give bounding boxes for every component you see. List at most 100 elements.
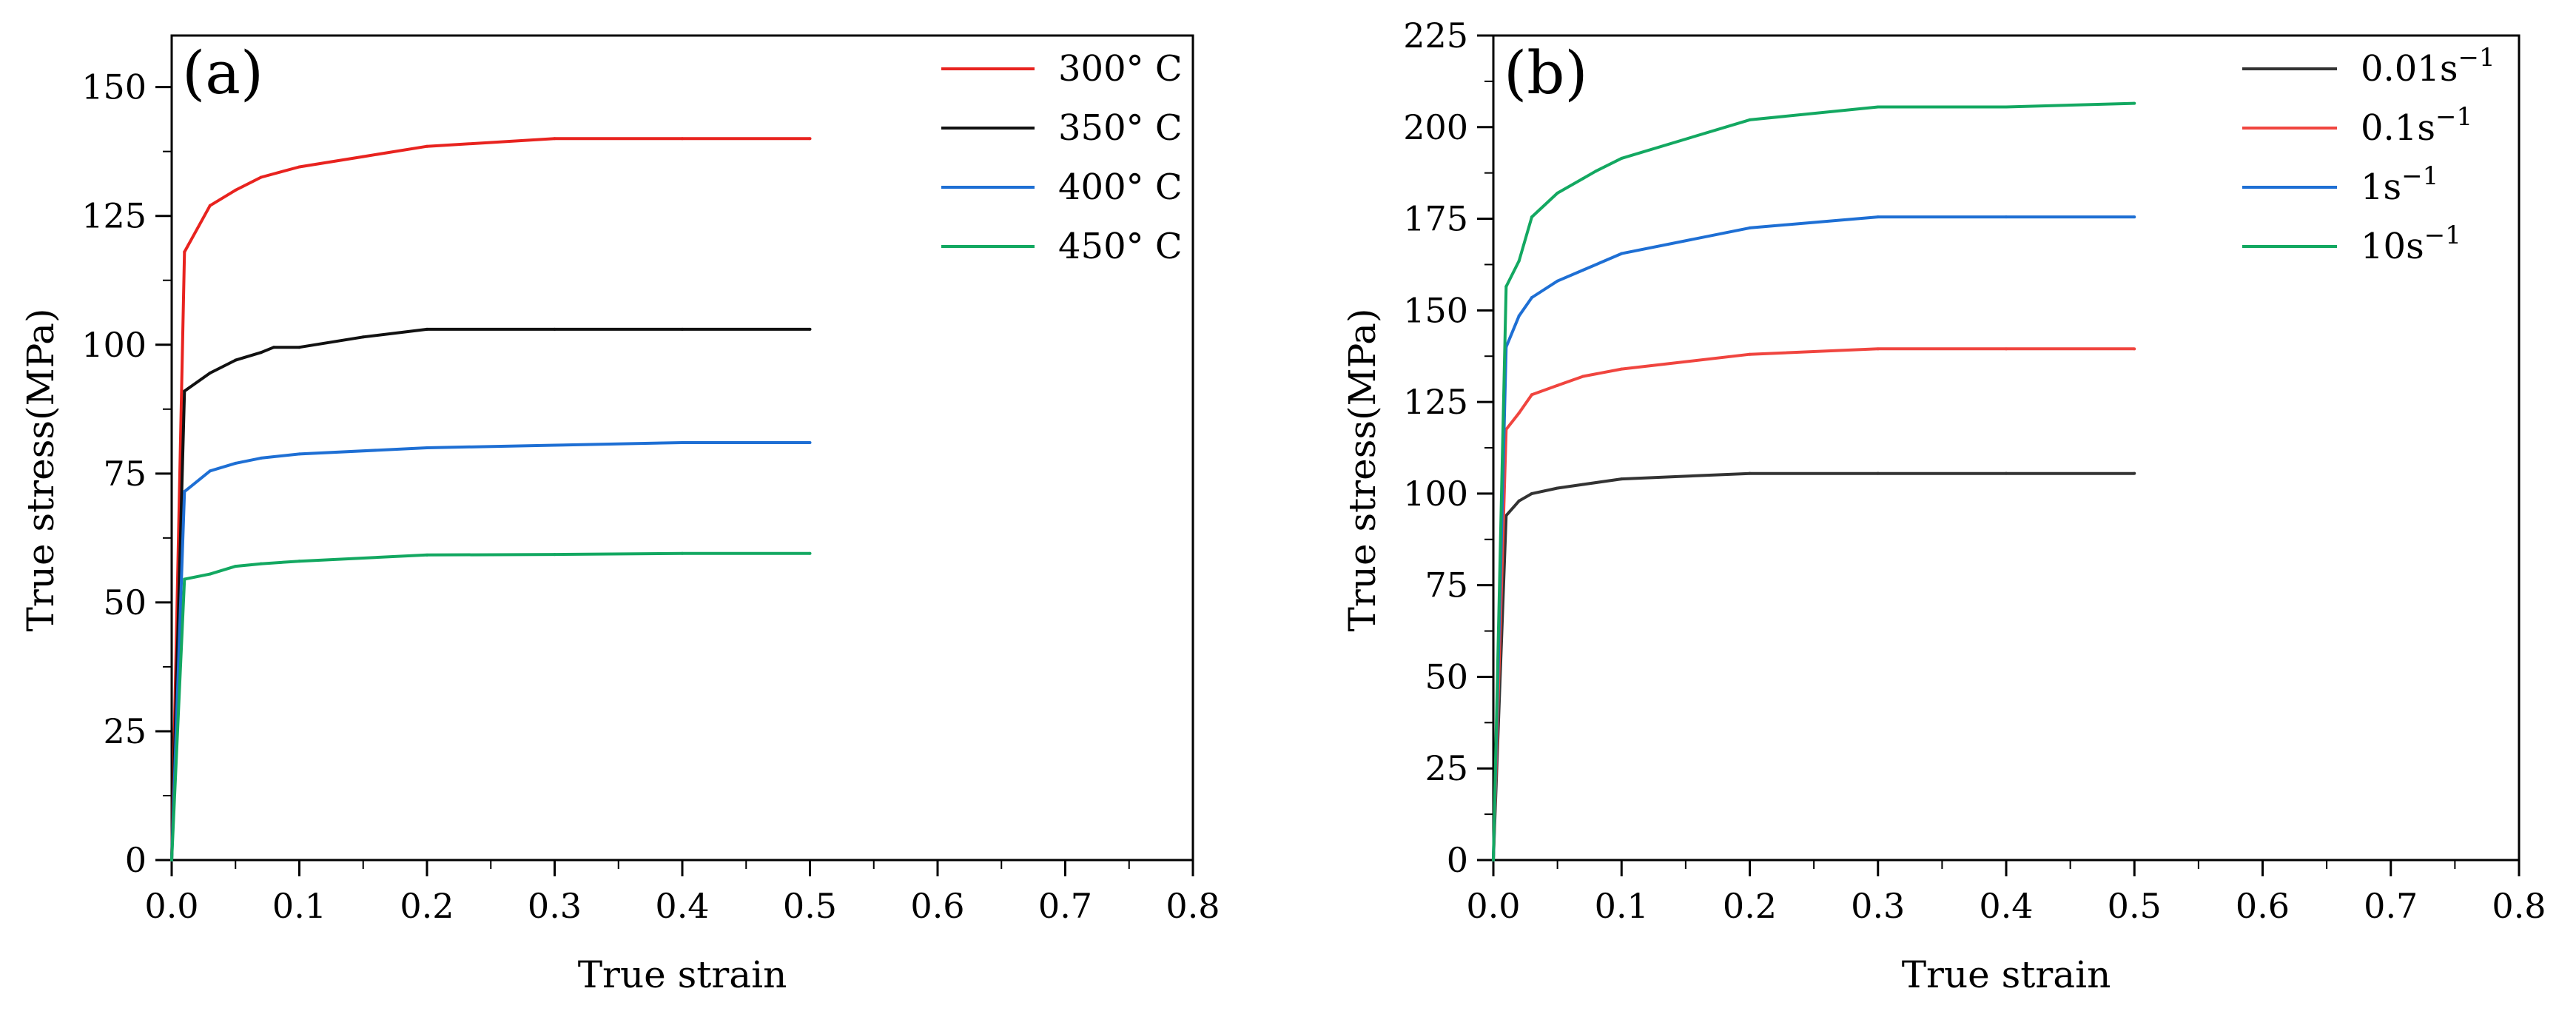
data-point xyxy=(1620,477,1624,481)
data-point xyxy=(553,327,556,331)
x-axis-title: True strain xyxy=(578,953,787,996)
y-tick-label: 100 xyxy=(81,325,147,365)
plot-frame xyxy=(1492,34,2520,862)
legend-label: 0.1s−1 xyxy=(2361,102,2472,149)
data-point xyxy=(2005,347,2008,351)
x-tick-label: 0.7 xyxy=(2364,886,2418,926)
data-point xyxy=(2005,215,2008,219)
data-point xyxy=(183,250,186,254)
x-tick-label: 0.3 xyxy=(528,886,582,926)
data-point xyxy=(1876,105,1880,109)
series-line-2 xyxy=(170,327,810,861)
y-tick-label: 25 xyxy=(1425,748,1468,788)
x-tick-label: 0.8 xyxy=(2492,886,2546,926)
panel-label: (a) xyxy=(182,38,263,107)
y-tick-label: 0 xyxy=(1447,840,1468,880)
data-point xyxy=(208,204,212,207)
data-point xyxy=(234,461,238,465)
y-tick-label: 200 xyxy=(1403,107,1468,147)
data-point xyxy=(1556,191,1559,195)
data-point xyxy=(183,389,186,393)
data-point xyxy=(1748,118,1752,121)
series-line-1 xyxy=(1492,471,2135,861)
x-tick-label: 0.3 xyxy=(1851,886,1905,926)
series-line-2 xyxy=(1492,347,2135,861)
data-point xyxy=(297,452,301,456)
x-tick-label: 0.8 xyxy=(1166,886,1220,926)
data-point xyxy=(2005,105,2008,109)
x-tick-label: 0.1 xyxy=(1595,886,1649,926)
legend-label-base: 300° C xyxy=(1058,48,1183,90)
data-point xyxy=(1504,285,1508,289)
legend-label-base: 0.1s xyxy=(2361,107,2435,149)
y-tick-label: 175 xyxy=(1403,199,1468,239)
data-point xyxy=(2133,471,2136,475)
data-point xyxy=(426,144,428,148)
data-point xyxy=(808,551,812,555)
panel-label: (b) xyxy=(1504,38,1588,107)
data-point xyxy=(2133,101,2136,105)
data-point xyxy=(272,346,275,349)
data-point xyxy=(681,137,684,141)
legend-label-base: 350° C xyxy=(1058,107,1183,149)
plot-frame xyxy=(170,34,1194,862)
legend-label: 10s−1 xyxy=(2361,221,2461,267)
data-point xyxy=(297,165,301,169)
data-point xyxy=(259,351,263,355)
data-point xyxy=(1620,156,1624,160)
data-point xyxy=(183,577,186,581)
data-point xyxy=(1504,514,1508,517)
data-point xyxy=(1620,252,1624,255)
data-point xyxy=(234,358,238,362)
data-point xyxy=(208,372,212,375)
data-point xyxy=(1594,169,1598,173)
data-point xyxy=(808,441,812,445)
data-point xyxy=(426,553,428,557)
data-point xyxy=(1748,352,1752,356)
data-point xyxy=(1530,215,1533,219)
series-line-4 xyxy=(170,551,810,861)
legend-label-base: 400° C xyxy=(1058,167,1183,208)
data-point xyxy=(681,441,684,445)
data-point xyxy=(553,137,556,141)
data-point xyxy=(1581,375,1585,378)
legend-label: 0.01s−1 xyxy=(2361,43,2495,90)
panel-b: 0.0 0.1 0.2 0.3 0.4 0.5 0.6 0.7 0.8 0 25 50 75 100 125… xyxy=(1341,16,2546,996)
legend-label-base: 1s xyxy=(2361,167,2401,208)
data-point xyxy=(2133,215,2136,219)
y-tick-label: 50 xyxy=(1425,657,1468,696)
data-point xyxy=(1748,226,1752,229)
x-tick-label: 0.4 xyxy=(655,886,709,926)
x-tick-label: 0.0 xyxy=(1466,886,1520,926)
x-axis-title: True strain xyxy=(1902,953,2111,996)
data-point xyxy=(208,572,212,576)
data-point xyxy=(426,327,428,331)
legend-label: 450° C xyxy=(1058,226,1183,267)
legend-label-sup: −1 xyxy=(2401,161,2438,191)
x-tick-label: 0.6 xyxy=(2236,886,2290,926)
x-tick-label: 0.5 xyxy=(783,886,837,926)
data-point xyxy=(1530,491,1533,495)
data-point xyxy=(234,565,238,568)
y-tick-label: 0 xyxy=(125,840,147,880)
data-point xyxy=(1517,259,1521,263)
data-point xyxy=(1876,347,1880,351)
data-point xyxy=(681,327,684,331)
legend-label-sup: −1 xyxy=(2424,221,2461,250)
legend-label-sup: −1 xyxy=(2435,102,2472,132)
x-tick-label: 0.5 xyxy=(2108,886,2162,926)
data-point xyxy=(808,327,812,331)
data-point xyxy=(1556,279,1559,283)
data-point xyxy=(681,551,684,555)
series-line-3 xyxy=(170,441,810,861)
data-point xyxy=(170,859,173,862)
y-tick-label: 75 xyxy=(1425,565,1468,605)
data-point xyxy=(1530,296,1533,300)
data-point xyxy=(1581,268,1585,272)
data-point xyxy=(553,553,556,557)
y-tick-label: 125 xyxy=(81,196,147,236)
x-tick-label: 0.2 xyxy=(400,886,454,926)
y-tick-label: 25 xyxy=(103,711,147,751)
data-point xyxy=(361,155,365,158)
